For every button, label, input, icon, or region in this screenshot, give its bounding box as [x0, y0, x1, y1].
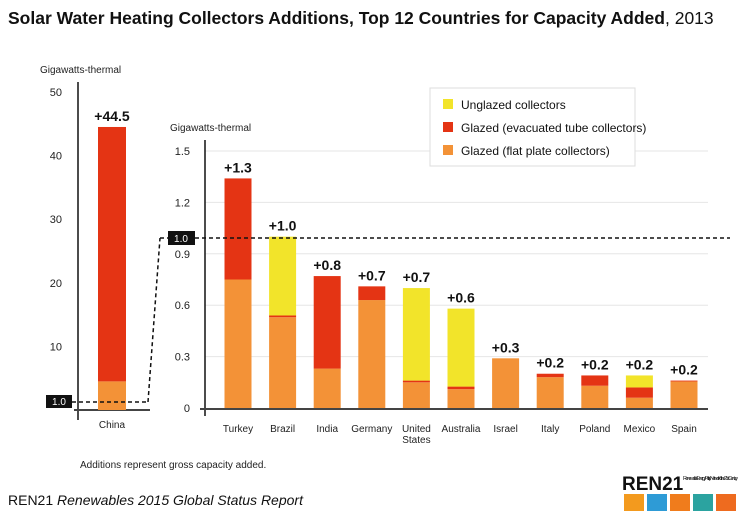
x-tick-label: Israel — [493, 424, 517, 435]
wind-icon — [647, 494, 667, 511]
bar-segment — [313, 368, 341, 408]
y-tick-label: 10 — [50, 341, 62, 353]
total-label: +0.2 — [626, 356, 654, 372]
reference-label: 1.0 — [52, 397, 66, 408]
bar-segment — [269, 315, 297, 318]
reference-box — [168, 231, 195, 245]
legend-label: Unglazed collectors — [461, 98, 566, 112]
bar-segment — [224, 279, 252, 408]
bar-segment — [447, 308, 475, 387]
total-label: +0.7 — [358, 267, 386, 283]
bar-segment — [581, 385, 609, 408]
power-icon — [670, 494, 690, 511]
x-tick-label: Brazil — [270, 424, 295, 435]
x-tick-label: Australia — [442, 424, 481, 435]
bar-segment — [224, 178, 252, 280]
sun-icon — [624, 494, 644, 511]
bar-segment — [625, 397, 653, 408]
y-tick-label: 0.9 — [175, 249, 190, 261]
x-tick-label: Spain — [671, 424, 697, 435]
x-tick-label: United — [402, 424, 431, 435]
x-tick-label: Germany — [351, 424, 392, 435]
y-tick-label: 40 — [50, 151, 62, 163]
total-label: +0.6 — [447, 290, 475, 306]
y-tick-label: 0.6 — [175, 300, 190, 312]
x-tick-label: China — [99, 420, 126, 431]
total-label: +0.3 — [492, 339, 520, 355]
x-tick-label: Mexico — [624, 424, 656, 435]
total-label: +0.2 — [581, 356, 609, 372]
bar-segment — [402, 288, 430, 381]
x-tick-label: States — [402, 435, 430, 446]
legend-swatch — [443, 99, 453, 109]
total-label: +1.3 — [224, 159, 252, 175]
logo-tagline-text: Renewable Energy Policy Network for the … — [683, 476, 738, 482]
reference-label: 1.0 — [174, 234, 188, 245]
total-label: +0.2 — [536, 355, 564, 371]
bar-segment — [269, 236, 297, 316]
total-label: +0.2 — [670, 362, 698, 378]
bar-segment — [625, 387, 653, 398]
bar-segment — [670, 381, 698, 408]
y-tick-label: 20 — [50, 278, 62, 290]
bar-segment — [313, 276, 341, 369]
x-tick-label: India — [316, 424, 338, 435]
bar-segment — [402, 382, 430, 408]
total-label: +0.8 — [313, 257, 341, 273]
legend-swatch — [443, 122, 453, 132]
bar-segment — [358, 286, 386, 301]
y-tick-label: 1.5 — [175, 146, 190, 158]
legend — [429, 87, 636, 167]
y-axis-label: Gigawatts-thermal — [40, 65, 121, 76]
y-tick-label: 50 — [50, 87, 62, 99]
total-label: +1.0 — [269, 218, 297, 234]
legend-swatch — [443, 145, 453, 155]
y-tick-label: 30 — [50, 214, 62, 226]
x-tick-label: Turkey — [223, 424, 253, 435]
bar-segment — [447, 389, 475, 408]
bar-segment — [358, 300, 386, 408]
bar-segment — [98, 126, 126, 382]
y-tick-label: 0.3 — [175, 352, 190, 364]
bar-segment — [581, 375, 609, 386]
bar-segment — [447, 386, 475, 390]
reference-box — [46, 395, 72, 408]
bar-segment — [536, 377, 564, 408]
logo-text: REN21 — [622, 474, 684, 495]
bar-segment — [536, 373, 564, 378]
legend-label: Glazed (evacuated tube collectors) — [461, 121, 646, 135]
chart-note: Additions represent gross capacity added… — [80, 460, 267, 471]
connector-line — [147, 237, 161, 403]
water-icon — [693, 494, 713, 511]
x-tick-label: Italy — [541, 424, 559, 435]
y-tick-label: 1.2 — [175, 197, 190, 209]
total-label: +0.7 — [403, 269, 431, 285]
bar-segment — [625, 375, 653, 388]
leaf-icon — [716, 494, 736, 511]
x-tick-label: Poland — [579, 424, 610, 435]
legend-label: Glazed (flat plate collectors) — [461, 144, 610, 158]
bar-segment — [492, 358, 520, 408]
bar-segment — [269, 317, 297, 408]
total-label: +44.5 — [94, 108, 130, 124]
bar-segment — [670, 380, 698, 382]
chart-title: Solar Water Heating Collectors Additions… — [8, 8, 714, 28]
footer: REN21 Renewables 2015 Global Status Repo… — [8, 492, 303, 508]
y-axis-label: Gigawatts-thermal — [170, 123, 251, 134]
y-tick-label: 0 — [184, 403, 190, 415]
bar-segment — [98, 381, 126, 410]
bar-segment — [402, 380, 430, 383]
